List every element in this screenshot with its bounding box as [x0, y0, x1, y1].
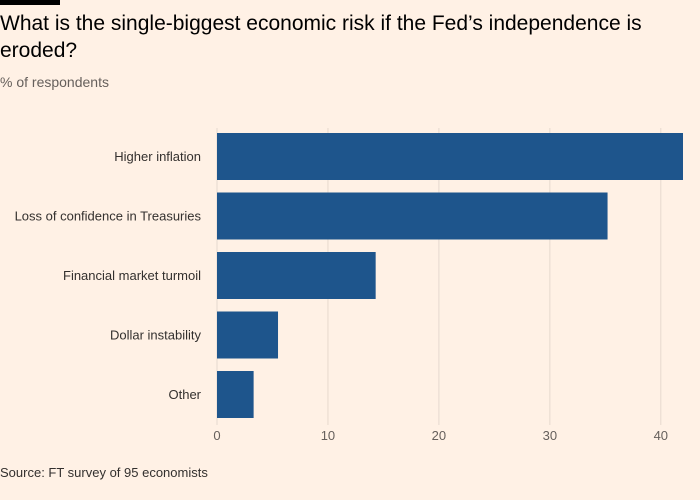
- x-tick-label: 40: [654, 428, 668, 443]
- source-note: Source: FT survey of 95 economists: [0, 465, 208, 480]
- x-tick-label: 20: [432, 428, 446, 443]
- brand-rule: [0, 0, 60, 5]
- x-tick-label: 30: [543, 428, 557, 443]
- category-label: Dollar instability: [110, 328, 202, 343]
- x-tick-label: 10: [321, 428, 335, 443]
- category-label: Loss of confidence in Treasuries: [15, 209, 202, 224]
- x-tick-label: 0: [213, 428, 220, 443]
- bar-dollar-instability: [217, 311, 279, 359]
- chart-title: What is the single-biggest economic risk…: [0, 12, 642, 62]
- bar-higher-inflation: [217, 133, 683, 180]
- bar-other: [217, 371, 254, 418]
- bar-loss-of-confidence-in-treasuries: [217, 192, 608, 240]
- chart-subtitle: % of respondents: [0, 74, 109, 90]
- bar-chart: Higher inflation Loss of confidence in Tr…: [15, 128, 683, 443]
- category-label: Other: [168, 387, 201, 402]
- bars: [217, 133, 683, 418]
- bar-financial-market-turmoil: [217, 252, 376, 299]
- category-label: Higher inflation: [114, 149, 201, 164]
- x-axis-ticks: 0 10 20 30 40: [213, 428, 668, 443]
- category-label: Financial market turmoil: [63, 268, 201, 283]
- category-labels: Higher inflation Loss of confidence in Tr…: [15, 149, 202, 402]
